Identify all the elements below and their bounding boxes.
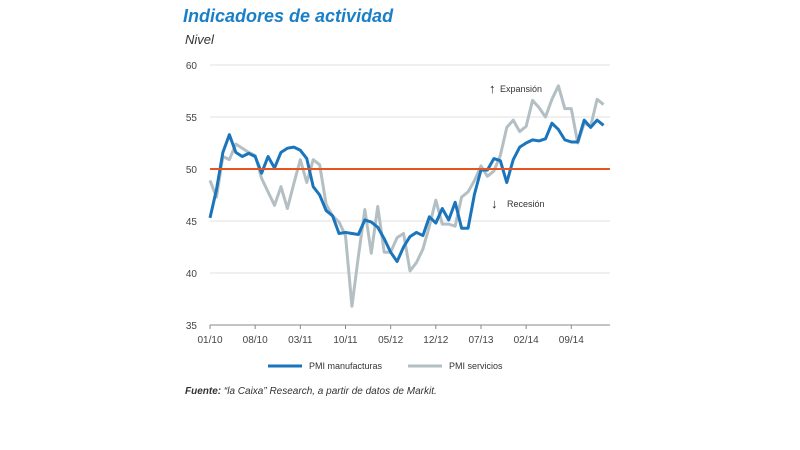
x-tick-label: 02/14 xyxy=(514,335,539,346)
legend-label: PMI servicios xyxy=(449,361,503,371)
chart-subtitle: Nivel xyxy=(185,32,214,47)
x-tick-label: 08/10 xyxy=(243,335,268,346)
y-tick-label: 35 xyxy=(186,321,198,332)
x-tick-label: 10/11 xyxy=(333,335,358,346)
x-tick-label: 07/13 xyxy=(468,335,493,346)
legend-label: PMI manufacturas xyxy=(309,361,383,371)
annotation-expansion: Expansión xyxy=(500,84,542,94)
y-tick-label: 50 xyxy=(186,165,198,176)
source-note: Fuente: “la Caixa” Research, a partir de… xyxy=(185,386,437,397)
series-line-pmi-servicios xyxy=(208,84,605,308)
arrow-up-icon: ↑ xyxy=(489,81,496,96)
y-tick-label: 60 xyxy=(186,61,198,72)
y-tick-label: 40 xyxy=(186,269,198,280)
source-label: Fuente: xyxy=(185,386,222,397)
source-text: “la Caixa” Research, a partir de datos d… xyxy=(221,386,437,397)
series-line-pmi-manufacturas xyxy=(208,118,605,264)
x-tick-label: 01/10 xyxy=(197,335,222,346)
x-tick-label: 09/14 xyxy=(559,335,584,346)
annotation-recesion: Recesión xyxy=(507,199,545,209)
chart-title: Indicadores de actividad xyxy=(183,6,394,26)
y-tick-label: 45 xyxy=(186,217,198,228)
arrow-down-icon: ↓ xyxy=(491,196,498,211)
x-tick-label: 12/12 xyxy=(423,335,448,346)
x-tick-label: 05/12 xyxy=(378,335,403,346)
x-tick-label: 03/11 xyxy=(288,335,313,346)
y-tick-label: 55 xyxy=(186,113,198,124)
